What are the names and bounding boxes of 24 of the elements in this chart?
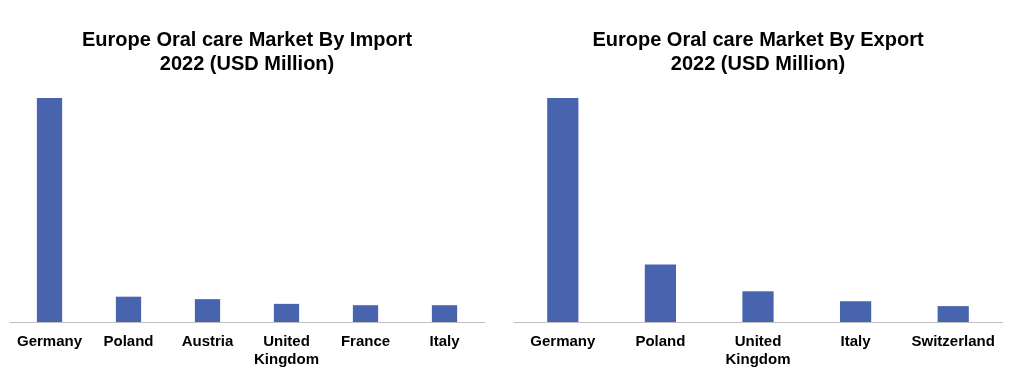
x-tick-label: United Kingdom [725,332,791,368]
x-tick-label: Poland [635,332,686,350]
bar [644,264,677,322]
chart-title: Europe Oral care Market By Export 2022 (USD Million) [592,27,924,74]
bar [194,299,221,322]
x-tick-label: Germany [16,332,83,350]
bar [839,301,872,322]
x-tick-label: France [340,332,391,350]
bar [273,303,300,322]
bar [937,306,969,322]
x-tick-label: Italy [840,332,872,350]
x-tick-label: Austria [181,332,234,350]
x-tick-label: Germany [530,332,596,350]
bar [431,305,458,322]
x-tick-label: Italy [429,332,461,350]
bar [36,98,63,322]
bar [547,98,579,322]
bar [742,291,774,322]
x-tick-label: United Kingdom [254,332,319,368]
x-tick-label: Poland [103,332,154,350]
x-tick-label: Switzerland [911,332,995,350]
chart-title: Europe Oral care Market By Import 2022 (USD Million) [81,27,413,74]
bar [115,296,142,322]
bar [352,305,379,322]
